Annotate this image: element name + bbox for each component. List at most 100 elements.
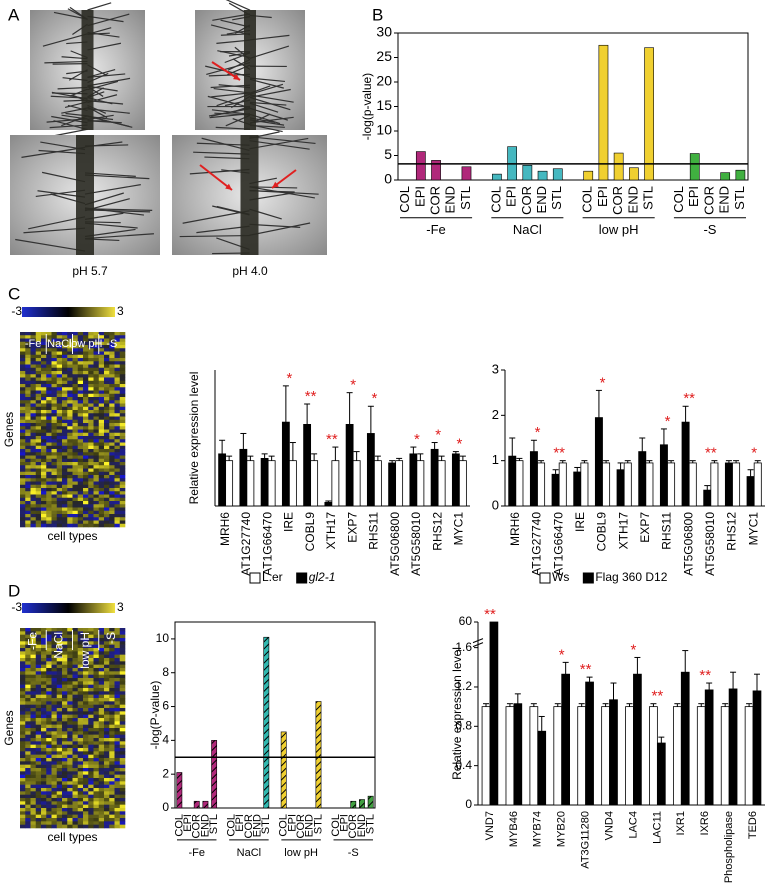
heatmap-cell [93,455,100,460]
heatmap-cell [35,442,42,447]
heatmap-cell [62,791,68,795]
heatmap-cell [104,423,110,427]
heatmap-cell [83,651,89,655]
heatmap-cell [72,761,79,765]
heatmap-cell [25,478,31,482]
root-hair [87,73,126,78]
heatmap-cell [51,436,58,440]
heatmap-cell [20,449,26,453]
heatmap-cell [25,419,31,424]
heatmap-cell [77,818,84,822]
heatmap-cell [114,658,121,662]
heatmap-cell [62,741,68,745]
heatmap-cell [93,824,100,829]
heatmap-cell [62,390,68,395]
heatmap-cell [104,634,110,639]
heatmap-cell [114,778,121,782]
heatmap-cell [114,442,121,447]
heatmap-cell [30,455,37,460]
heatmap-cell [41,821,47,825]
heatmap-cell [67,335,73,339]
heatmap-cell [93,393,100,398]
heatmap-cell [98,523,105,528]
heatmap-cell [83,694,89,699]
heatmap-cell [46,688,52,692]
heatmap-cell [88,674,94,679]
heatmap-cell [72,410,79,414]
heatmap-cell [46,475,52,479]
heatmap-cell [83,387,89,391]
heatmap-cell [119,798,126,802]
heatmap-cell [88,478,94,482]
heatmap-cell [98,694,105,699]
heatmap-cell [20,778,26,782]
heatmap-cell [114,520,121,525]
heatmap-cell [41,462,47,466]
heatmap-cell [46,718,52,722]
heatmap-cell [56,514,63,518]
heatmap-cell [62,654,68,659]
heatmap-cell [30,784,37,789]
heatmap-cell [67,384,73,388]
bar [315,701,322,809]
heatmap-cell [20,731,26,735]
heatmap-cell [77,364,84,369]
heatmap-cell [88,768,94,772]
heatmap-cell [88,494,94,499]
heatmap-cell [35,345,42,349]
heatmap-cell [72,523,79,528]
heatmap-cell [30,631,37,635]
x-tick-label: IXR1 [675,811,687,835]
bar [513,703,523,806]
heatmap-cell [46,788,52,792]
heatmap-cell [77,661,84,665]
heatmap-cell [88,367,94,372]
heatmap-cell [67,432,73,437]
bar [752,690,762,806]
heatmap-cell [46,638,52,642]
heatmap-cell [41,791,47,795]
heatmap-cell [93,484,100,489]
heatmap-cell [104,754,110,759]
heatmap-cell [56,718,63,722]
heatmap-cell [51,664,58,669]
heatmap-cell [72,345,79,349]
heatmap-cell [88,332,94,336]
heatmap-cell [98,406,105,411]
heatmap-cell [114,708,121,712]
heatmap-cell [114,674,121,679]
heatmap-cell [56,393,63,398]
heatmap-cell [83,341,89,346]
heatmap-cell [56,664,63,669]
heatmap-cell [109,731,115,735]
significance: ** [484,606,496,623]
heatmap-cell [119,771,126,775]
heatmap-cell [51,714,58,719]
heatmap-cell [62,341,68,346]
heatmap-cell [88,371,94,375]
x-tick-label: XTH17 [616,512,630,550]
bar [218,453,227,507]
heatmap-cell [67,654,73,659]
heatmap-cell [88,708,94,712]
heatmap-cell [109,445,115,450]
heatmap-cell [72,738,79,742]
heatmap-cell [30,711,37,715]
heatmap-cell [67,494,73,499]
heatmap-cell [51,432,58,437]
x-tick-label: IRE [282,512,296,532]
heatmap-cell [51,390,58,395]
heatmap-cell [83,678,89,682]
heatmap-cell [83,455,89,460]
heatmap-cell [41,338,47,343]
heatmap-cell [62,406,68,411]
heatmap-cell [20,510,26,515]
bar [367,795,374,809]
heatmap-cell [41,761,47,765]
heatmap-cell [83,821,89,825]
heatmap-cell [62,768,68,772]
heatmap-cell [35,449,42,453]
heatmap-cell [67,345,73,349]
heatmap-cell [67,711,73,715]
heatmap-cell [88,504,94,508]
